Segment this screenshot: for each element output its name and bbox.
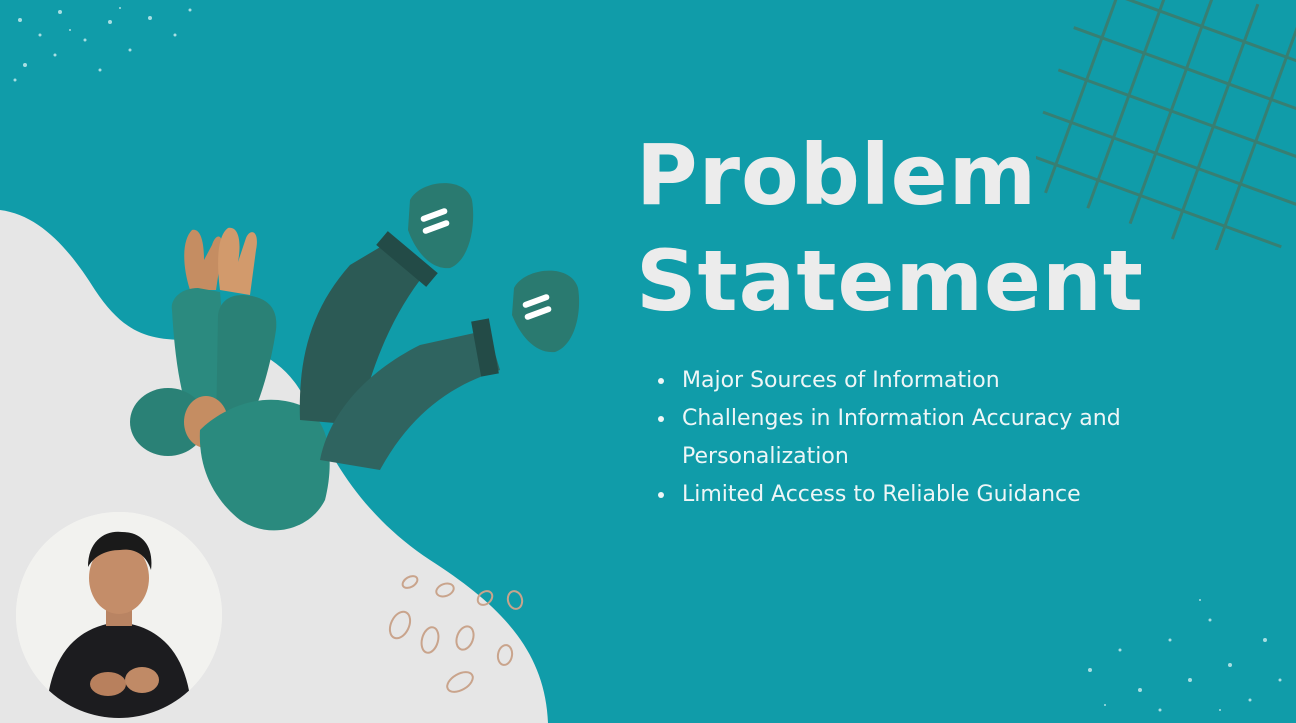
slide-title: Problem Statement bbox=[636, 122, 1256, 334]
speckle-decoration-bottom bbox=[1088, 599, 1282, 712]
presenter-webcam bbox=[16, 512, 222, 718]
title-line-1: Problem bbox=[636, 126, 1038, 224]
bullet-item: Major Sources of Information bbox=[656, 362, 1216, 400]
falling-person-illustration bbox=[130, 183, 580, 531]
presenter-icon bbox=[16, 512, 222, 718]
bullet-list: Major Sources of Information Challenges … bbox=[656, 362, 1216, 514]
bullet-item: Challenges in Information Accuracy and P… bbox=[656, 400, 1216, 476]
bullet-item: Limited Access to Reliable Guidance bbox=[656, 476, 1216, 514]
speckle-decoration-top bbox=[13, 7, 192, 82]
grid-decoration bbox=[1036, 0, 1296, 250]
title-line-2: Statement bbox=[636, 232, 1144, 330]
